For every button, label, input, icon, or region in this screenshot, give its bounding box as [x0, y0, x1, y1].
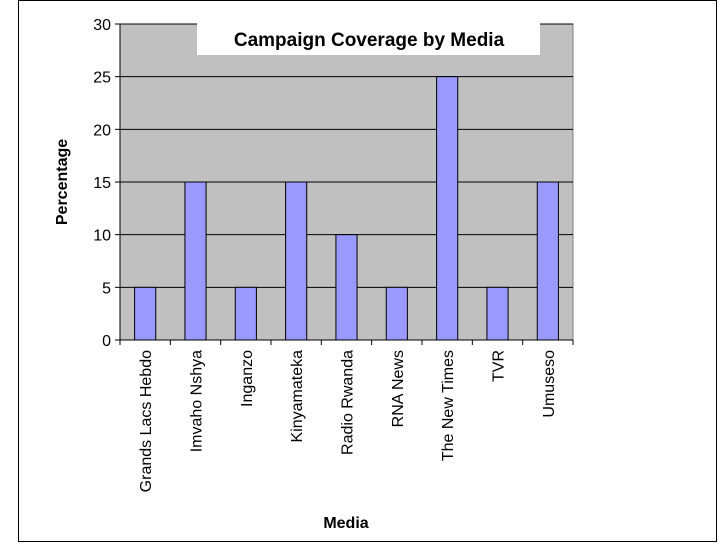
y-tick-label: 10 [93, 228, 111, 245]
x-tick-label: The New Times [440, 350, 457, 461]
y-axis-title: Percentage [54, 139, 71, 225]
bar [335, 234, 358, 341]
x-axis-title: Media [323, 515, 368, 532]
y-tick-label: 0 [102, 333, 111, 350]
bar [134, 286, 157, 341]
y-tick-label: 5 [102, 280, 111, 297]
bar [436, 76, 459, 341]
bar [385, 286, 408, 341]
y-tick-label: 25 [93, 70, 111, 87]
x-tick-label: Radio Rwanda [340, 350, 357, 455]
chart-title: Campaign Coverage by Media [234, 30, 505, 51]
y-tick-label: 15 [93, 175, 111, 192]
bars [134, 76, 559, 341]
chart-title-box [197, 22, 540, 55]
x-tick-label: Kinyamateka [289, 350, 306, 443]
bar [536, 181, 559, 341]
x-tick-label: Inganzo [239, 350, 256, 407]
x-tick-label: Umuseso [541, 350, 558, 418]
bar [486, 286, 509, 341]
bar [234, 286, 257, 341]
bar [285, 181, 308, 341]
x-tick-label: TVR [491, 350, 508, 382]
x-tick-label: Grands Lacs Hebdo [138, 350, 155, 492]
bar [184, 181, 207, 341]
x-tick-label: RNA News [390, 350, 407, 427]
y-axis-ticks: 0 5 10 15 20 25 30 [93, 17, 120, 350]
x-axis-ticks: Grands Lacs Hebdo Imvaho Nshya Inganzo Kiny… [119, 340, 574, 492]
y-tick-label: 30 [93, 17, 111, 34]
x-tick-label: Imvaho Nshya [189, 350, 206, 452]
y-tick-label: 20 [93, 122, 111, 139]
